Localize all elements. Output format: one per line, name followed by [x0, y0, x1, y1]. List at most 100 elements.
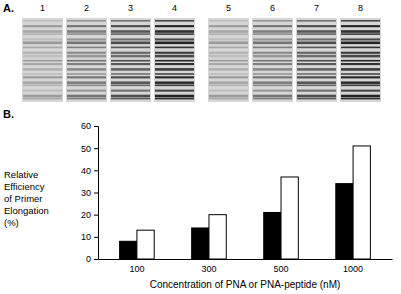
gel-band [341, 25, 380, 27]
bar [192, 228, 209, 259]
gel-band [297, 76, 336, 78]
gel-band [209, 52, 248, 54]
gel-band [253, 55, 292, 58]
gel-band [297, 30, 336, 33]
tick-mark [94, 170, 98, 171]
gel-lane [252, 18, 293, 102]
gel-band [253, 73, 292, 75]
gel-band [67, 55, 106, 58]
gel-band [23, 60, 62, 62]
gel-band [209, 20, 248, 22]
gel-band [253, 90, 292, 92]
gel-band [111, 68, 150, 71]
y-axis-title: Relative [4, 169, 38, 180]
gel-band [209, 63, 248, 65]
gel-band [23, 47, 62, 49]
gel-band [23, 25, 62, 27]
gel-band [67, 85, 106, 87]
gel-band [209, 73, 248, 75]
tick-label: 40 [81, 166, 91, 176]
gel-band [297, 20, 336, 22]
tick-mark [94, 148, 98, 149]
x-axis: 1003005001000 [99, 259, 393, 274]
tick-label: 50 [81, 144, 91, 154]
gel-lane [22, 18, 63, 102]
gel-band [67, 25, 106, 27]
bar [281, 177, 298, 259]
tick: 40 [81, 166, 98, 176]
gel-band [67, 30, 106, 33]
gel-lane [296, 18, 337, 102]
gel-band [155, 90, 194, 92]
gel-band [209, 76, 248, 78]
gel-band [297, 90, 336, 92]
gel-band [155, 52, 194, 54]
gel-band [209, 38, 248, 40]
gel-lane [208, 18, 249, 102]
gel-lane [110, 18, 151, 102]
tick-label: 100 [129, 264, 144, 274]
gel-band [23, 42, 62, 45]
gel-band [155, 73, 194, 75]
lane-label: 7 [314, 3, 319, 13]
gel-band [253, 68, 292, 71]
gel-band [341, 85, 380, 87]
gel-band [297, 63, 336, 65]
axis-line [99, 259, 393, 260]
gel-band [297, 33, 336, 35]
gel-band [209, 25, 248, 27]
gel-band [209, 47, 248, 49]
gel-band [67, 52, 106, 54]
gel-band [209, 95, 248, 98]
gel-band [297, 68, 336, 71]
gel-band [67, 73, 106, 75]
gel-band [155, 76, 194, 78]
gel-band [341, 73, 380, 75]
gel-band [297, 73, 336, 75]
gel-band [23, 20, 62, 22]
gel-band [253, 60, 292, 62]
gel-band [23, 98, 62, 100]
panel-label: A. [3, 2, 14, 14]
gel-band [297, 95, 336, 98]
gel-band [297, 81, 336, 84]
gel-band [111, 33, 150, 35]
lane-label: 5 [226, 3, 231, 13]
gel-band [23, 73, 62, 75]
gel-band [253, 47, 292, 49]
gel-band [23, 85, 62, 87]
gel-band [111, 60, 150, 62]
gel-band [155, 95, 194, 98]
gel-band [111, 76, 150, 78]
gel-band [23, 52, 62, 54]
gel-band [111, 38, 150, 40]
gel-band [253, 63, 292, 65]
gel-band [155, 68, 194, 71]
gel-band [253, 81, 292, 84]
gel-band [23, 55, 62, 58]
gel-band [209, 60, 248, 62]
gel-band [341, 30, 380, 33]
gel-band [341, 33, 380, 35]
gel-band [341, 52, 380, 54]
tick-mark [94, 126, 98, 127]
tick-label: 30 [81, 188, 91, 198]
gel-band [297, 55, 336, 58]
bars [120, 146, 371, 259]
gel-band [67, 76, 106, 78]
gel-band [253, 98, 292, 100]
lane-label: 6 [270, 3, 275, 13]
gel-band [111, 47, 150, 49]
gel-band [67, 68, 106, 71]
gel-band [253, 25, 292, 27]
gel-lane [154, 18, 195, 102]
gel-band [23, 30, 62, 33]
lane-label: 8 [358, 3, 363, 13]
gel-band [67, 63, 106, 65]
gel-band [341, 63, 380, 65]
tick: 30 [81, 188, 98, 198]
gel-band [155, 25, 194, 27]
lane-label: 1 [40, 3, 45, 13]
gel-band [297, 60, 336, 62]
tick: 300 [201, 259, 216, 274]
